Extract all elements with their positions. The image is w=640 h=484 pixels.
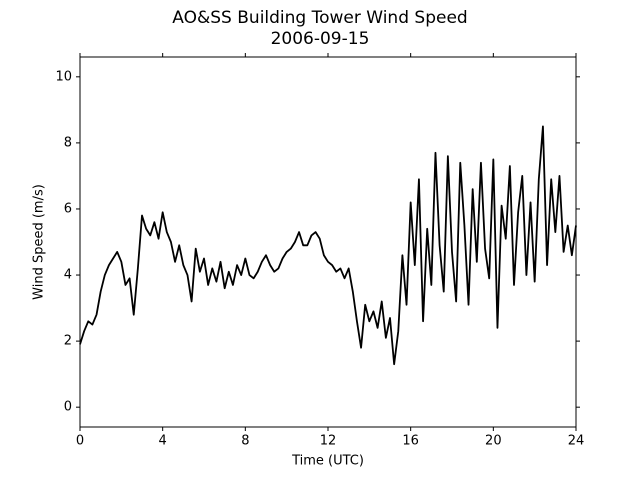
chart-subtitle: 2006-09-15 xyxy=(271,29,370,49)
chart-title: AO&SS Building Tower Wind Speed xyxy=(172,8,467,28)
y-tick-label: 2 xyxy=(64,334,72,349)
x-tick-label: 8 xyxy=(241,434,249,449)
x-tick-label: 0 xyxy=(76,434,84,449)
y-tick-label: 8 xyxy=(64,135,72,150)
y-tick-label: 10 xyxy=(55,69,72,84)
x-tick-label: 20 xyxy=(485,434,502,449)
x-tick-label: 12 xyxy=(320,434,337,449)
y-tick-label: 0 xyxy=(64,400,72,415)
x-tick-label: 4 xyxy=(159,434,167,449)
y-axis-label: Wind Speed (m/s) xyxy=(32,184,47,300)
data-line xyxy=(79,125,577,366)
x-tick-label: 16 xyxy=(402,434,419,449)
y-tick-label: 6 xyxy=(64,201,72,216)
x-axis-label: Time (UTC) xyxy=(291,454,364,469)
y-tick-label: 4 xyxy=(64,268,72,283)
x-tick-label: 24 xyxy=(568,434,585,449)
plot-frame xyxy=(79,56,577,428)
